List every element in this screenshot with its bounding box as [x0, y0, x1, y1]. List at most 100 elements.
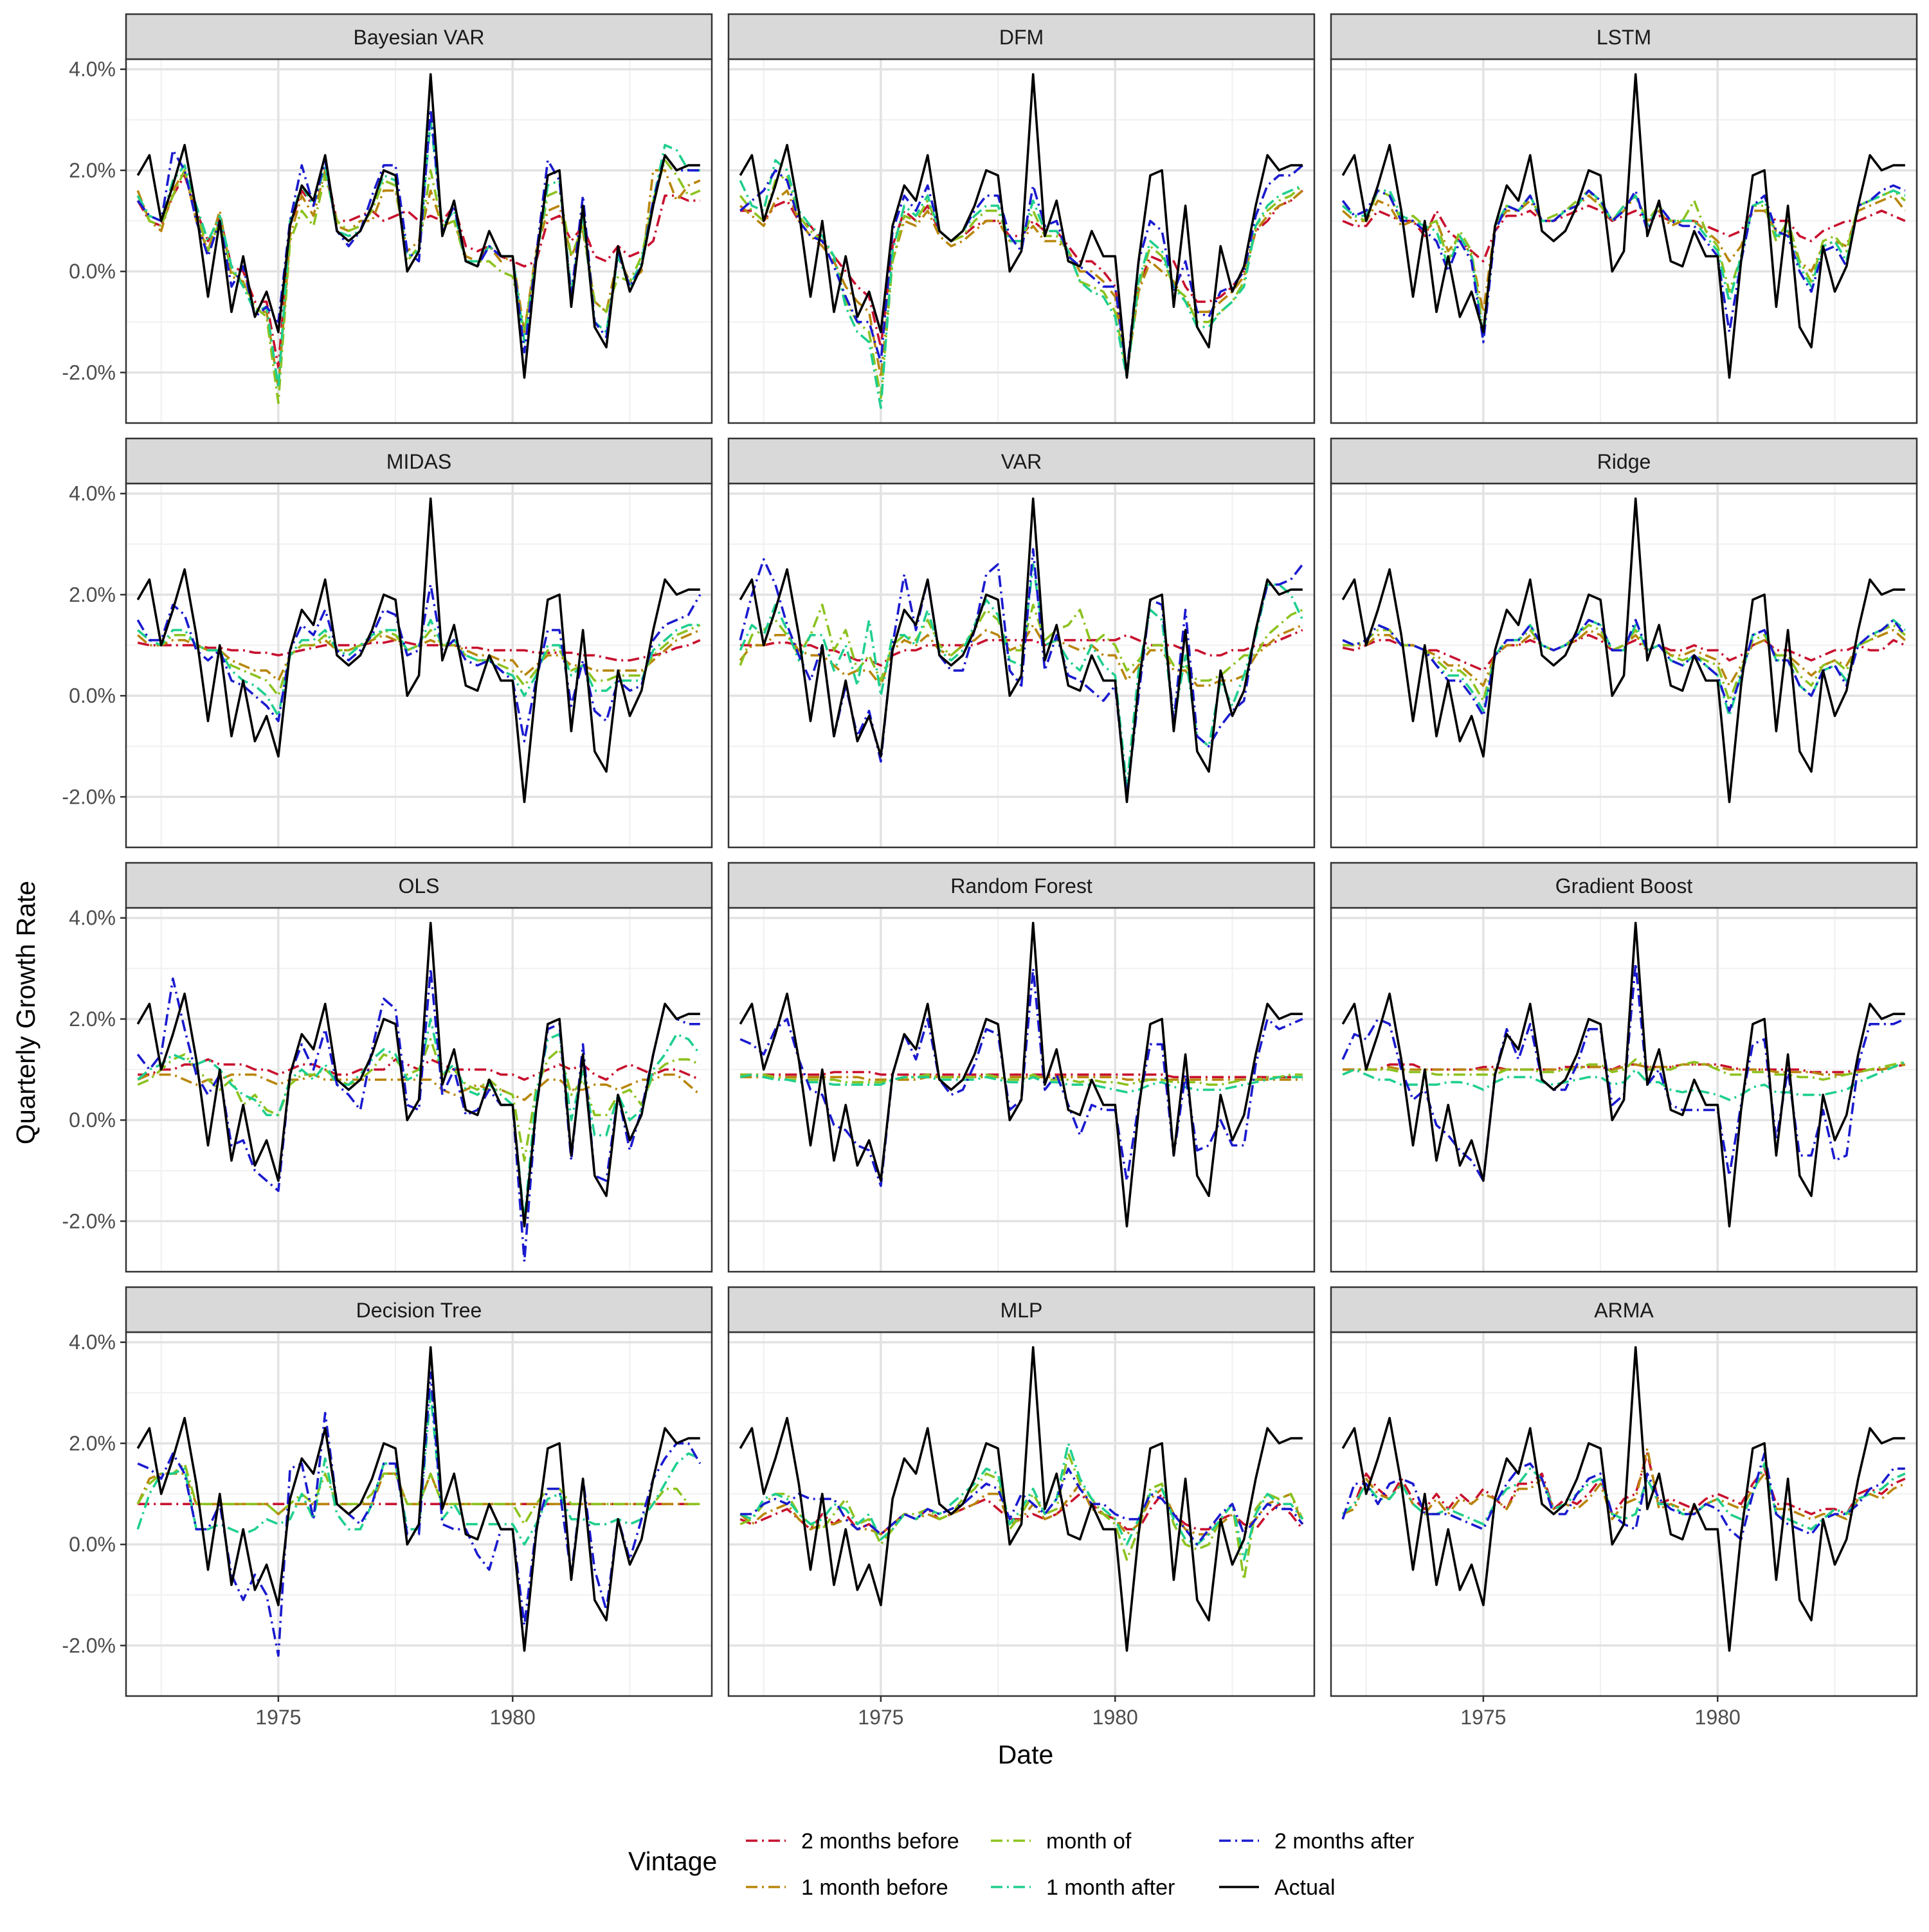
y-tick-label: 2.0% — [69, 159, 116, 182]
forecast-line — [1342, 189, 1906, 339]
facet-title: MLP — [1001, 1299, 1043, 1322]
forecast-line — [136, 108, 700, 354]
facet-strip — [727, 437, 1316, 485]
forecast-line — [740, 1073, 1303, 1086]
y-tick-label: -2.0% — [62, 361, 116, 384]
facet-panel: Bayesian VAR -2.0% 0.0% 2.0% 4.0% — [62, 13, 713, 424]
x-tick-label: 1980 — [490, 1706, 536, 1729]
forecast-line — [739, 1073, 1303, 1094]
y-tick-label: 2.0% — [69, 1007, 116, 1031]
facet-strip — [1330, 13, 1918, 60]
facet-panel: Decision Tree -2.0% 0.0% 2.0% 4.0% 1975 1980 — [62, 1286, 713, 1729]
legend-label: 2 months after — [1274, 1829, 1414, 1854]
legend-label: Actual — [1274, 1875, 1336, 1900]
forecast-line — [1342, 1058, 1906, 1081]
facet-title: ARMA — [1594, 1299, 1654, 1322]
forecast-line — [739, 624, 1303, 687]
y-tick-label: 4.0% — [69, 482, 116, 505]
legend-label: month of — [1046, 1829, 1132, 1854]
facet-strip — [1330, 1286, 1918, 1333]
panels-layer: Bayesian VAR -2.0% 0.0% 2.0% 4.0% DFM LSTM MIDA… — [62, 13, 1918, 1729]
facet-panel: DFM — [727, 13, 1316, 424]
legend-title: Vintage — [628, 1846, 717, 1876]
forecast-line — [1342, 189, 1906, 334]
facet-title: Ridge — [1597, 450, 1651, 473]
facet-panel: OLS -2.0% 0.0% 2.0% 4.0% — [62, 862, 713, 1273]
forecast-line — [137, 1073, 701, 1101]
x-tick-label: 1980 — [1092, 1706, 1138, 1729]
facet-title: VAR — [1001, 450, 1042, 473]
x-tick-label: 1975 — [255, 1706, 301, 1729]
y-tick-label: -2.0% — [62, 785, 116, 808]
y-tick-label: -2.0% — [62, 1209, 116, 1232]
facet-strip — [125, 13, 713, 60]
y-tick-label: 0.0% — [69, 260, 116, 283]
y-tick-label: 0.0% — [69, 1533, 116, 1556]
y-tick-label: 4.0% — [69, 907, 116, 930]
facet-title: Bayesian VAR — [354, 26, 485, 49]
facet-title: OLS — [398, 874, 439, 898]
facet-panel: Gradient Boost — [1330, 862, 1918, 1273]
forecast-line — [137, 1018, 702, 1223]
forecast-line — [136, 583, 702, 743]
forecast-line — [136, 1462, 700, 1526]
actual-line — [1341, 73, 1905, 379]
actual-line — [1341, 497, 1905, 804]
actual-line — [739, 921, 1303, 1228]
facet-strip — [727, 13, 1316, 60]
actual-line — [739, 73, 1303, 379]
y-tick-label: 4.0% — [69, 1331, 116, 1354]
facet-title: Random Forest — [950, 874, 1092, 898]
legend: Vintage 2 months before 1 month before mon… — [628, 1829, 1414, 1900]
facet-strip — [1330, 437, 1918, 485]
facet-strip — [125, 1286, 713, 1333]
y-axis-title: Quarterly Growth Rate — [11, 881, 41, 1144]
forecast-line — [739, 603, 1303, 682]
forecast-line — [1341, 184, 1906, 344]
facet-panel: MIDAS -2.0% 0.0% 2.0% 4.0% — [62, 437, 713, 849]
facet-title: Gradient Boost — [1555, 874, 1693, 898]
forecast-line — [1342, 633, 1906, 672]
facet-strip — [1330, 862, 1918, 909]
actual-line — [136, 497, 700, 804]
forecast-line — [739, 1452, 1304, 1581]
x-tick-label: 1975 — [858, 1706, 903, 1729]
x-axis-title: Date — [998, 1740, 1054, 1769]
actual-line — [1341, 921, 1905, 1228]
y-tick-label: 2.0% — [69, 583, 116, 606]
facet-panel: MLP 1975 1980 — [727, 1286, 1316, 1729]
actual-line — [739, 497, 1303, 804]
y-tick-label: -2.0% — [62, 1634, 116, 1657]
facet-strip — [727, 862, 1316, 909]
legend-label: 2 months before — [801, 1829, 959, 1854]
legend-label: 1 month after — [1046, 1875, 1175, 1900]
facet-title: Decision Tree — [356, 1299, 482, 1322]
facet-title: LSTM — [1597, 26, 1651, 49]
facet-strip — [727, 1286, 1316, 1333]
forecast-line — [1342, 1452, 1906, 1515]
facet-strip — [125, 437, 713, 485]
forecast-line — [137, 1371, 702, 1657]
forecast-line — [1343, 1063, 1906, 1076]
y-tick-label: 0.0% — [69, 684, 116, 707]
actual-line — [1341, 1346, 1905, 1652]
facet-panel: Ridge — [1330, 437, 1918, 849]
x-tick-label: 1975 — [1460, 1706, 1506, 1729]
facet-panel: ARMA 1975 1980 — [1330, 1286, 1918, 1729]
facet-title: DFM — [999, 26, 1044, 49]
legend-label: 1 month before — [801, 1875, 948, 1900]
facet-strip — [125, 862, 713, 909]
actual-line — [136, 921, 700, 1228]
actual-line — [739, 1346, 1303, 1652]
facet-panel: LSTM — [1330, 13, 1918, 424]
facet-title: MIDAS — [386, 450, 451, 473]
y-tick-label: 0.0% — [69, 1108, 116, 1132]
forecast-line — [137, 638, 701, 662]
actual-line — [136, 1346, 700, 1652]
y-tick-label: 2.0% — [69, 1432, 116, 1455]
forecast-line — [740, 1070, 1303, 1079]
forecast-line — [739, 967, 1303, 1187]
forecast-line — [136, 967, 700, 1263]
